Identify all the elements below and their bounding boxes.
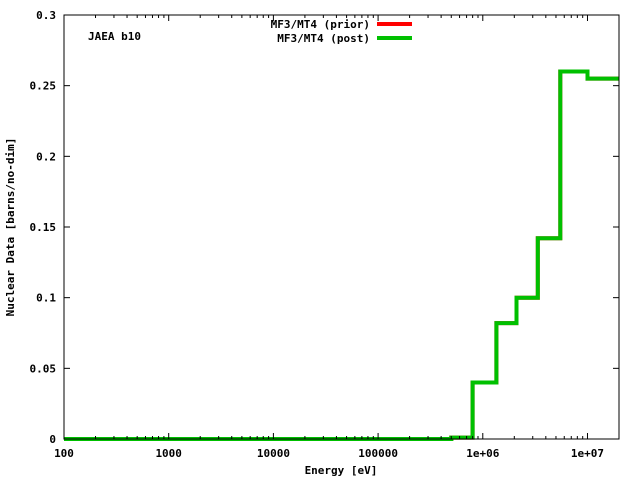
- legend-label: MF3/MT4 (post): [277, 32, 370, 45]
- x-tick-label: 10000: [257, 447, 290, 460]
- plot-frame: [63, 14, 620, 440]
- y-tick-label: 0.3: [36, 9, 56, 22]
- y-axis-label: Nuclear Data [barns/no-dim]: [4, 138, 17, 317]
- y-tick-label: 0.1: [36, 292, 56, 305]
- y-tick-label: 0: [49, 433, 56, 446]
- x-tick-label: 1e+07: [571, 447, 604, 460]
- series-line-0: [64, 69, 619, 441]
- x-tick-label: 1e+06: [466, 447, 499, 460]
- chart-annotation: JAEA b10: [88, 30, 141, 43]
- y-tick-label: 0.2: [36, 150, 56, 163]
- legend-label: MF3/MT4 (prior): [271, 18, 370, 31]
- x-tick-label: 100: [54, 447, 74, 460]
- x-tick-label: 1000: [155, 447, 182, 460]
- ticks-layer: 100 1000 10000 100000 1e+06 1e+07 0 0.05 0.1 0.15…: [30, 9, 620, 460]
- y-tick-label: 0.15: [30, 221, 57, 234]
- series-layer: [64, 69, 619, 441]
- x-tick-label: 100000: [358, 447, 398, 460]
- y-tick-label: 0.25: [30, 80, 57, 93]
- legend: MF3/MT4 (prior)MF3/MT4 (post): [271, 18, 412, 45]
- series-line-1: [64, 69, 619, 441]
- x-axis-label: Energy [eV]: [305, 464, 378, 477]
- y-tick-label: 0.05: [30, 362, 57, 375]
